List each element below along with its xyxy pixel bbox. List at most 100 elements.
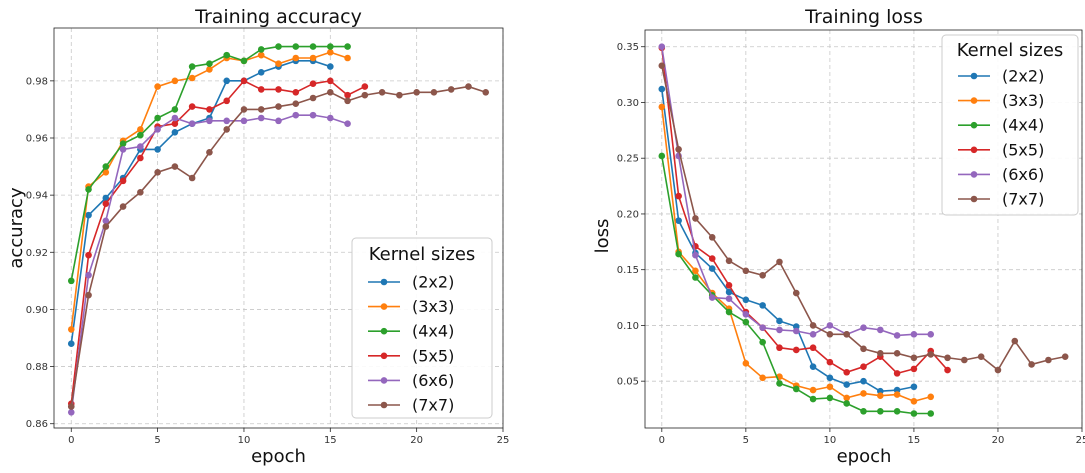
loss-data-point-7x7 xyxy=(944,354,951,362)
loss-legend-title: Kernel sizes xyxy=(957,40,1064,61)
loss-legend-label-3x3: (3x3) xyxy=(1002,91,1044,110)
loss-data-point-3x3 xyxy=(742,360,750,367)
loss-data-point-4x4 xyxy=(927,410,935,417)
accuracy-data-point-3x3 xyxy=(188,74,196,82)
accuracy-data-point-2x2 xyxy=(154,146,161,153)
accuracy-chart-title: Training accuracy xyxy=(194,6,362,28)
accuracy-data-point-4x4 xyxy=(206,60,213,68)
accuracy-data-point-6x6 xyxy=(309,111,317,119)
loss-data-point-3x3 xyxy=(893,391,901,398)
loss-x-tick-label: 10 xyxy=(824,435,837,446)
loss-data-point-7x7 xyxy=(792,289,800,297)
accuracy-data-point-6x6 xyxy=(292,111,300,119)
loss-data-point-7x7 xyxy=(776,258,783,266)
accuracy-data-point-6x6 xyxy=(67,408,75,416)
loss-data-point-7x7 xyxy=(843,331,850,338)
loss-data-point-7x7 xyxy=(826,331,834,338)
loss-legend-label-5x5: (5x5) xyxy=(1002,140,1044,159)
loss-plot-frame xyxy=(644,29,1083,429)
accuracy-data-point-4x4 xyxy=(275,43,282,50)
loss-x-tick-label: 20 xyxy=(992,435,1005,446)
accuracy-legend-label-4x4: (4x4) xyxy=(412,322,454,341)
accuracy-data-point-4x4 xyxy=(67,277,75,285)
accuracy-data-point-4x4 xyxy=(188,63,196,70)
accuracy-data-point-5x5 xyxy=(206,106,213,113)
accuracy-legend-label-6x6: (6x6) xyxy=(412,371,454,390)
loss-data-point-4x4 xyxy=(776,380,783,387)
loss-data-point-4x4 xyxy=(692,274,699,281)
loss-data-point-7x7 xyxy=(1045,356,1052,364)
accuracy-legend-label-2x2: (2x2) xyxy=(412,273,454,292)
accuracy-legend-marker-7x7 xyxy=(380,401,388,409)
accuracy-data-point-3x3 xyxy=(292,54,300,62)
accuracy-data-point-7x7 xyxy=(482,88,490,96)
loss-data-point-4x4 xyxy=(792,385,800,393)
loss-data-point-6x6 xyxy=(692,251,699,259)
loss-data-point-7x7 xyxy=(708,234,716,241)
loss-data-point-6x6 xyxy=(809,331,817,338)
loss-data-point-5x5 xyxy=(675,192,682,200)
loss-data-point-4x4 xyxy=(877,407,884,415)
accuracy-plot-frame xyxy=(53,27,504,429)
accuracy-data-point-5x5 xyxy=(309,80,317,88)
loss-data-point-7x7 xyxy=(725,257,733,265)
accuracy-data-point-3x3 xyxy=(206,66,213,73)
loss-data-point-5x5 xyxy=(944,366,951,374)
loss-data-point-6x6 xyxy=(725,295,733,302)
accuracy-data-point-4x4 xyxy=(327,43,334,50)
loss-legend-marker-6x6 xyxy=(970,171,978,178)
loss-data-point-6x6 xyxy=(776,326,783,334)
accuracy-legend-title: Kernel sizes xyxy=(369,244,476,265)
accuracy-data-point-3x3 xyxy=(275,60,282,68)
accuracy-legend-label-5x5: (5x5) xyxy=(412,346,454,365)
accuracy-data-point-5x5 xyxy=(119,177,127,185)
accuracy-data-point-6x6 xyxy=(257,114,265,122)
loss-data-point-2x2 xyxy=(725,288,733,296)
loss-legend-marker-2x2 xyxy=(970,72,978,80)
loss-data-point-7x7 xyxy=(675,145,682,153)
loss-legend-label-6x6: (6x6) xyxy=(1002,165,1044,184)
accuracy-data-point-7x7 xyxy=(378,88,386,96)
loss-y-axis-label: loss xyxy=(592,219,613,254)
accuracy-data-point-4x4 xyxy=(137,131,144,139)
loss-data-point-7x7 xyxy=(893,350,901,357)
loss-legend-label-4x4: (4x4) xyxy=(1002,116,1044,135)
loss-data-point-7x7 xyxy=(692,215,699,222)
loss-data-point-7x7 xyxy=(961,356,968,364)
loss-data-point-2x2 xyxy=(843,381,850,388)
accuracy-data-point-7x7 xyxy=(67,403,75,410)
accuracy-data-point-7x7 xyxy=(447,86,455,93)
loss-y-tick-label: 0.35 xyxy=(617,42,639,53)
loss-x-tick-label: 15 xyxy=(908,435,921,446)
accuracy-y-tick-label: 0.90 xyxy=(26,305,48,316)
loss-legend-marker-7x7 xyxy=(970,195,978,203)
loss-data-point-7x7 xyxy=(994,366,1002,374)
accuracy-data-point-5x5 xyxy=(171,120,179,128)
accuracy-data-point-2x2 xyxy=(171,128,179,136)
accuracy-data-point-7x7 xyxy=(465,83,472,90)
accuracy-data-point-6x6 xyxy=(119,146,127,153)
accuracy-data-point-4x4 xyxy=(171,106,179,113)
loss-data-point-2x2 xyxy=(809,363,817,370)
accuracy-data-point-4x4 xyxy=(309,43,317,50)
accuracy-x-axis-label: epoch xyxy=(251,446,306,467)
accuracy-y-tick-label: 0.98 xyxy=(26,76,48,87)
loss-data-point-7x7 xyxy=(977,353,985,360)
accuracy-x-tick-label: 5 xyxy=(154,435,160,446)
loss-data-point-3x3 xyxy=(927,393,935,401)
accuracy-data-point-4x4 xyxy=(154,114,161,122)
accuracy-legend-marker-4x4 xyxy=(380,327,388,335)
accuracy-y-tick-label: 0.86 xyxy=(26,419,48,430)
accuracy-data-point-3x3 xyxy=(67,326,75,333)
loss-x-axis-label: epoch xyxy=(837,446,892,467)
loss-data-point-5x5 xyxy=(776,344,783,352)
accuracy-x-tick-label: 20 xyxy=(410,435,423,446)
loss-data-point-4x4 xyxy=(843,400,850,407)
accuracy-data-point-6x6 xyxy=(102,217,110,225)
loss-x-tick-label: 5 xyxy=(743,435,749,446)
loss-x-tick-label: 0 xyxy=(659,435,665,446)
loss-data-point-6x6 xyxy=(759,324,766,331)
accuracy-y-axis-label: accuracy xyxy=(6,187,27,269)
accuracy-data-point-2x2 xyxy=(67,340,75,348)
accuracy-y-tick-label: 0.96 xyxy=(26,134,48,145)
